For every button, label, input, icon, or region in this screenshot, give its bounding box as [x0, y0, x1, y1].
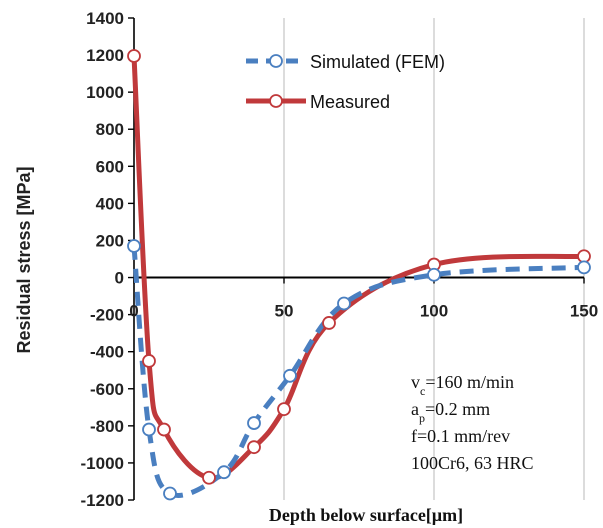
annotation-line: vc=160 m/min	[411, 372, 514, 398]
annotation-line: 100Cr6, 63 HRC	[411, 453, 534, 473]
x-tick-label: 150	[570, 302, 598, 321]
data-point-measured	[247, 440, 261, 455]
y-tick-label: 1400	[86, 9, 124, 28]
y-tick-label: 200	[96, 231, 124, 250]
data-point-simulated-fem	[283, 368, 297, 383]
y-tick-label: -1000	[81, 454, 124, 473]
y-tick-label: -800	[90, 417, 124, 436]
x-tick-labels: 0 50 100 150	[129, 302, 598, 321]
legend-marker-measured	[269, 94, 283, 108]
data-point-measured	[277, 402, 291, 417]
x-tick-label: 50	[275, 302, 294, 321]
y-axis-label: Residual stress [MPa]	[14, 166, 34, 353]
x-tick-label: 100	[420, 302, 448, 321]
data-point-simulated-fem	[577, 260, 591, 275]
y-tick-label: 800	[96, 120, 124, 139]
legend-label-measured: Measured	[310, 92, 390, 112]
axes	[128, 17, 585, 501]
data-point-measured	[322, 316, 336, 330]
series-group	[127, 49, 591, 501]
data-point-measured	[577, 249, 591, 264]
y-tick-label: 1200	[86, 46, 124, 65]
y-tick-label: -600	[90, 380, 124, 399]
y-tick-label: 1000	[86, 83, 124, 102]
y-tick-labels: 1400 1200 1000 800 600 400 200 0 -200 -400 -600 -80…	[81, 9, 124, 510]
data-point-simulated-fem	[217, 465, 231, 480]
y-tick-label: -200	[90, 306, 124, 325]
annotation-line: ap=0.2 mm	[411, 399, 490, 425]
legend-label-simulated-fem: Simulated (FEM)	[310, 52, 445, 72]
data-point-measured	[157, 422, 171, 437]
y-tick-label: 0	[115, 269, 124, 288]
data-point-simulated-fem	[163, 486, 177, 501]
data-point-simulated-fem	[427, 267, 441, 282]
y-tick-label: -1200	[81, 491, 124, 510]
x-tick-label: 0	[129, 302, 138, 321]
y-tick-label: 600	[96, 157, 124, 176]
y-tick-label: 400	[96, 194, 124, 213]
data-point-simulated-fem	[127, 239, 141, 253]
legend: Simulated (FEM) Measured	[246, 52, 445, 112]
data-point-simulated-fem	[337, 296, 351, 311]
legend-marker-simulated-fem	[269, 54, 283, 68]
annotation-line: f=0.1 mm/rev	[411, 426, 510, 446]
data-point-simulated-fem	[247, 416, 261, 430]
data-point-measured	[127, 49, 141, 63]
data-point-measured	[202, 470, 216, 485]
y-tick-label: -400	[90, 343, 124, 362]
data-point-measured	[142, 354, 156, 368]
x-axis-label: Depth below surface[µm]	[269, 505, 463, 525]
data-point-simulated-fem	[142, 422, 156, 437]
